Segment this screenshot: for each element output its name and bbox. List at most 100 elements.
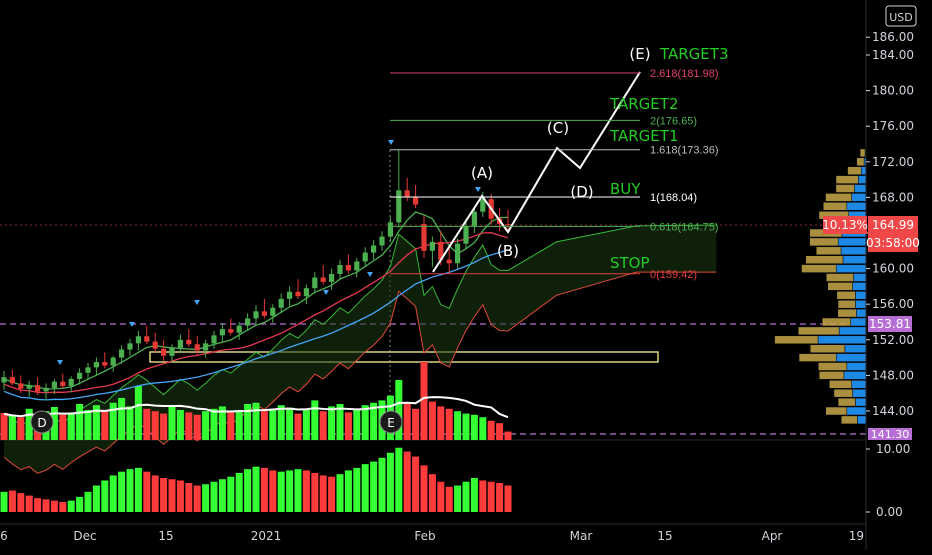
oscillator-bar [504,485,512,512]
profile-sell-bar [837,397,856,407]
purple-level-2-text: 141.30 [871,428,910,441]
price-tick-label: 176.00 [872,119,914,133]
annotations [57,71,641,365]
volume-bar [344,412,352,440]
volume-bar [311,400,319,440]
time-axis[interactable]: 6 Dec 15 2021 Feb Mar 15 Apr 19 [0,523,866,543]
candle [68,376,74,393]
candle-body [413,197,419,205]
volume-bar [218,406,226,440]
oscillator-bar [454,485,462,512]
candle [345,254,351,274]
volume-bar [370,402,378,440]
volume-bar [361,405,369,440]
profile-sell-bar [847,166,862,175]
profile-buy-bar [837,237,867,247]
oscillator-bar [487,481,495,512]
oscillator-bar [311,472,319,512]
ma-fast [3,211,509,390]
candle-body [60,381,66,387]
price-tick-label: 186.00 [872,30,914,44]
candle [219,322,225,342]
oscillator-bar [470,477,478,512]
fib-level-label: 2(176.65) [650,115,697,127]
currency-button[interactable]: USD [885,5,917,27]
oscillator-bar [67,500,75,512]
volume-bar [420,362,428,440]
candle [337,259,343,280]
candle-body [446,259,452,264]
candle-body [26,385,32,389]
candle-body [455,243,461,264]
fib-level-label: 0(159.42) [650,269,697,281]
oscillator-bar [210,481,218,512]
target3-label: TARGET3 [659,45,729,63]
candle-body [345,265,351,271]
profile-buy-bar [853,273,867,282]
oscillator-bar [277,471,285,512]
volume-bar [76,404,84,440]
oscillator-bar [42,499,50,512]
candle-body [77,372,83,379]
candle [429,236,435,267]
oscillator-bar [319,475,327,512]
target2-label: TARGET2 [609,95,679,113]
event-marker-d[interactable] [30,410,54,434]
oscillator-bar [193,485,201,512]
candle-body [295,291,301,297]
profile-sell-bar [825,273,854,282]
profile-buy-bar [835,353,867,362]
target1-label: TARGET1 [609,127,679,145]
profile-sell-bar [836,291,856,300]
countdown-badge: 03:58:00 [866,234,920,252]
profile-sell-bar [825,406,848,416]
candle-body [261,311,267,316]
volume-bar [101,411,109,440]
candle-body [303,288,309,297]
last-price-text: 164.99 [872,218,914,232]
candle [354,257,360,278]
profile-buy-bar [838,326,867,336]
volume-bar [118,398,126,440]
volume-bar [445,408,453,440]
oscillator-bar [437,481,445,512]
oscillator-bar [118,471,126,512]
volume-bar [168,405,176,440]
volume-bar [210,408,218,440]
profile-sell-bar [805,255,844,264]
candle-body [354,261,360,271]
oscillator-bar [92,485,100,512]
candle [312,272,318,294]
candle [203,339,209,358]
signal-arrow [388,140,394,145]
candle-body [270,307,276,316]
event-marker-e[interactable] [379,410,403,434]
volume-bar [336,404,344,440]
oscillator-bar [143,471,151,512]
osc-tick-label: 0.00 [876,505,903,519]
profile-sell-bar [821,317,851,327]
oscillator-bar [109,475,117,512]
candle [127,338,133,356]
candle-body [253,311,259,319]
candle-body [505,224,511,226]
wave-label-a: (A) [471,164,493,182]
oscillator-bar [294,469,302,512]
candle [110,355,116,372]
profile-sell-bar [818,371,845,380]
signal-arrow [194,300,200,305]
candle [446,247,452,274]
candle [287,286,293,306]
profile-sell-bar [856,157,865,167]
profile-buy-bar [835,264,867,273]
volume-bar [412,408,420,440]
candle [413,184,419,209]
volume-bar [302,410,310,440]
candle-body [463,225,469,244]
volume-bar [143,408,151,440]
volume-bar [286,407,294,440]
profile-buy-bar [855,397,867,407]
oscillator-bar [353,467,361,512]
candle-body [429,241,435,251]
